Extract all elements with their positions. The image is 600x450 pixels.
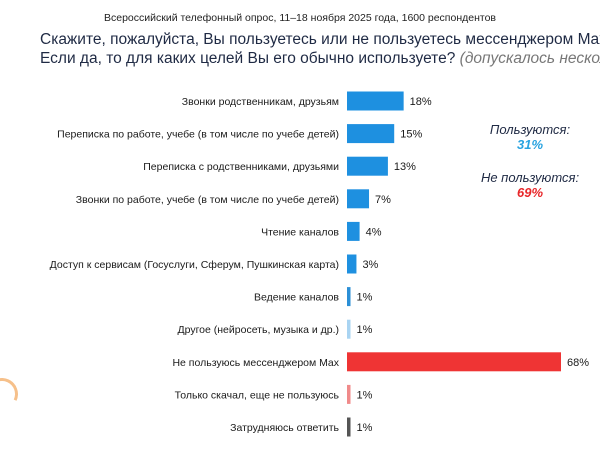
- non-users-label: Не пользуются:: [480, 170, 580, 185]
- category-label: Другое (нейросеть, музыка и др.): [177, 324, 339, 336]
- value-label: 1%: [357, 422, 373, 434]
- category-label: Звонки родственникам, друзьям: [182, 96, 339, 108]
- bar: [347, 352, 561, 372]
- bar: [347, 319, 351, 339]
- question-line-1: Скажите, пожалуйста, Вы пользуетесь или …: [40, 31, 600, 48]
- category-label: Ведение каналов: [254, 292, 339, 304]
- survey-subtitle: Всероссийский телефонный опрос, 11–18 но…: [103, 12, 497, 24]
- question-text: Скажите, пожалуйста, Вы пользуетесь или …: [40, 30, 600, 68]
- value-label: 4%: [366, 226, 382, 238]
- non-users-summary: Не пользуются: 69%: [455, 170, 600, 200]
- bar: [347, 189, 370, 209]
- bar: [347, 384, 351, 404]
- question-note: (допускалось несколько ответов): [459, 50, 600, 67]
- bar: [347, 287, 351, 307]
- question-line-2-main: Если да, то для каких целей Вы его обычн…: [40, 50, 456, 67]
- bar: [347, 221, 360, 241]
- question-line-2: Если да, то для каких целей Вы его обычн…: [40, 49, 600, 68]
- bar: [347, 417, 351, 437]
- users-value: 31%: [516, 137, 544, 152]
- category-label: Чтение каналов: [261, 226, 339, 238]
- bar: [347, 254, 357, 274]
- users-label: Пользуются:: [489, 122, 571, 137]
- value-label: 1%: [357, 324, 373, 336]
- category-label: Не пользуюсь мессенджером Max: [172, 357, 339, 369]
- category-label: Переписка по работе, учебе (в том числе …: [57, 129, 339, 141]
- value-label: 1%: [357, 389, 373, 401]
- value-label: 68%: [567, 357, 589, 369]
- value-label: 18%: [410, 96, 432, 108]
- value-label: 13%: [394, 161, 416, 173]
- category-label: Доступ к сервисам (Госуслуги, Сферум, Пу…: [50, 259, 339, 271]
- value-label: 15%: [400, 129, 422, 141]
- value-label: 1%: [357, 292, 373, 304]
- users-summary: Пользуются: 31%: [460, 122, 600, 152]
- category-label: Только скачал, еще не пользуюсь: [175, 389, 340, 401]
- bar: [347, 156, 388, 176]
- category-label: Затрудняюсь ответить: [230, 422, 339, 434]
- category-label: Звонки по работе, учебе (в том числе по …: [76, 194, 339, 206]
- value-label: 7%: [375, 194, 391, 206]
- value-label: 3%: [362, 259, 378, 271]
- category-label: Переписка с родственниками, друзьями: [143, 161, 339, 173]
- non-users-value: 69%: [516, 185, 544, 200]
- bar: [347, 91, 404, 111]
- bar: [347, 124, 395, 144]
